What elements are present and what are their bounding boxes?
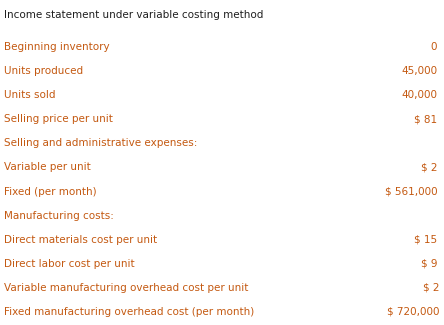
Text: $ 81: $ 81 [414, 114, 437, 124]
Text: Fixed manufacturing overhead cost (per month): Fixed manufacturing overhead cost (per m… [4, 307, 254, 317]
Text: Income statement under variable costing method: Income statement under variable costing … [4, 10, 263, 20]
Text: $ 720,000: $ 720,000 [387, 307, 440, 317]
Text: Selling and administrative expenses:: Selling and administrative expenses: [4, 138, 197, 149]
Text: Direct materials cost per unit: Direct materials cost per unit [4, 235, 157, 245]
Text: Beginning inventory: Beginning inventory [4, 42, 109, 52]
Text: Direct labor cost per unit: Direct labor cost per unit [4, 259, 134, 269]
Text: $ 15: $ 15 [414, 235, 437, 245]
Text: Units produced: Units produced [4, 66, 83, 76]
Text: Fixed (per month): Fixed (per month) [4, 187, 96, 197]
Text: Variable manufacturing overhead cost per unit: Variable manufacturing overhead cost per… [4, 283, 248, 293]
Text: Variable per unit: Variable per unit [4, 162, 90, 173]
Text: 40,000: 40,000 [401, 90, 437, 100]
Text: $ 2: $ 2 [421, 162, 437, 173]
Text: $ 2: $ 2 [423, 283, 440, 293]
Text: Selling price per unit: Selling price per unit [4, 114, 112, 124]
Text: Manufacturing costs:: Manufacturing costs: [4, 211, 113, 221]
Text: $ 561,000: $ 561,000 [385, 187, 437, 197]
Text: $ 9: $ 9 [421, 259, 437, 269]
Text: 45,000: 45,000 [401, 66, 437, 76]
Text: 0: 0 [431, 42, 437, 52]
Text: Units sold: Units sold [4, 90, 55, 100]
